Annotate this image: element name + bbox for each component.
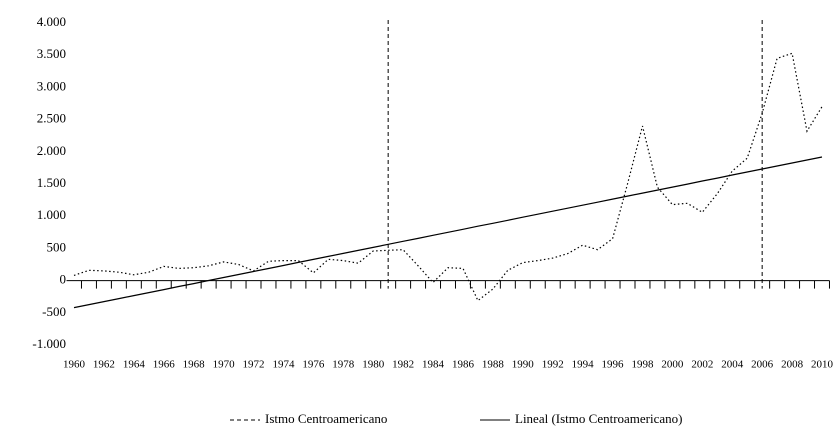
y-tick-label: 3.500	[37, 46, 66, 61]
x-tick-label: 1994	[572, 359, 595, 371]
y-tick-label: -1.000	[32, 336, 66, 351]
y-tick-label: 0	[60, 272, 67, 287]
y-tick-label: 500	[47, 239, 67, 254]
x-tick-label: 1990	[512, 359, 535, 371]
x-tick-label: 1974	[272, 359, 295, 371]
series-line	[73, 156, 823, 309]
x-tick-label: 1996	[602, 359, 625, 371]
x-tick-label: 1976	[302, 359, 325, 371]
x-tick-label: 1960	[63, 359, 86, 371]
y-tick-label: -500	[42, 304, 66, 319]
x-tick-label: 1980	[362, 359, 385, 371]
y-tick-label: 2.000	[37, 143, 66, 158]
x-tick-label: 2010	[811, 359, 834, 371]
y-tick-label: 1.000	[37, 207, 66, 222]
legend-label: Lineal (Istmo Centroamericano)	[515, 411, 683, 426]
x-tick-label: 1978	[332, 359, 355, 371]
y-tick-label: 4.000	[37, 14, 66, 29]
y-tick-label: 2.500	[37, 111, 66, 126]
x-tick-label: 1966	[153, 359, 176, 371]
x-tick-label: 2004	[721, 359, 744, 371]
x-tick-label: 1962	[93, 359, 115, 371]
x-tick-label: 1988	[482, 359, 505, 371]
x-tick-label: 2002	[691, 359, 713, 371]
y-tick-label: 1.500	[37, 175, 66, 190]
x-tick-label: 1964	[123, 359, 146, 371]
y-tick-label: 3.000	[37, 78, 66, 93]
x-tick-label: 1970	[213, 359, 236, 371]
x-tick-label: 1982	[392, 359, 414, 371]
x-tick-label: 2000	[661, 359, 684, 371]
legend-label: Istmo Centroamericano	[265, 411, 387, 426]
x-tick-label: 1984	[422, 359, 445, 371]
x-tick-label: 1998	[631, 359, 654, 371]
x-tick-label: 1986	[452, 359, 475, 371]
x-tick-label: 1968	[183, 359, 206, 371]
x-tick-label: 1992	[542, 359, 564, 371]
x-tick-label: 2006	[751, 359, 774, 371]
series-line	[73, 52, 823, 302]
x-tick-label: 2008	[781, 359, 804, 371]
x-tick-label: 1972	[243, 359, 265, 371]
